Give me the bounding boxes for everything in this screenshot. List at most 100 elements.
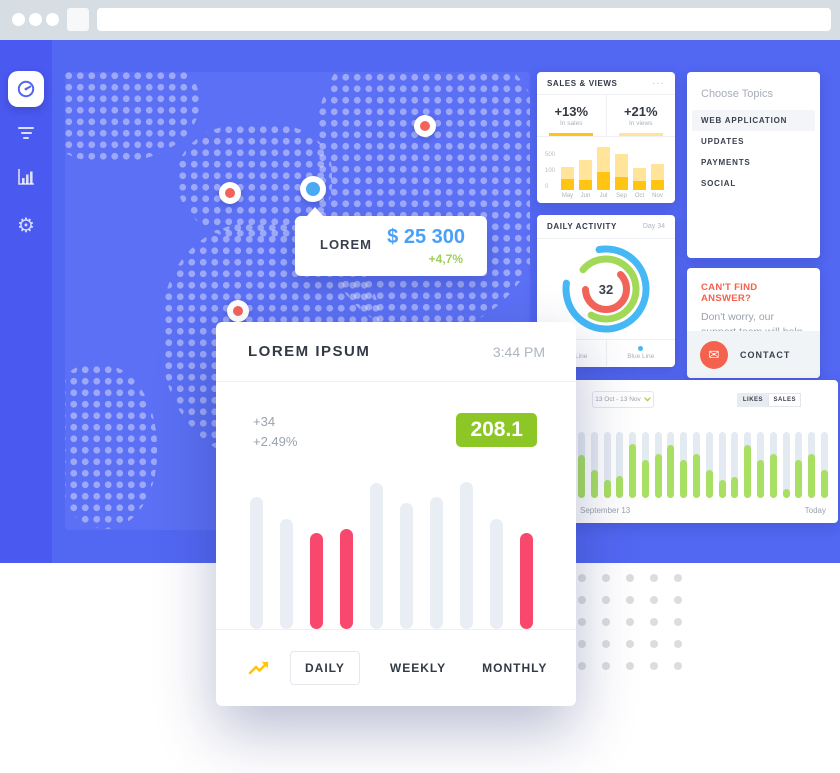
bg-dot xyxy=(578,662,586,670)
card-title: SALES & VIEWS xyxy=(547,78,618,88)
y-tick: 100 xyxy=(545,168,556,174)
modal-bar xyxy=(490,519,503,629)
map-marker-red[interactable] xyxy=(227,300,249,322)
window-dot[interactable] xyxy=(46,13,59,26)
contact-button[interactable]: ✉ CONTACT xyxy=(687,331,820,378)
bar-fill xyxy=(629,444,637,498)
browser-tab[interactable] xyxy=(67,8,89,31)
bg-dot xyxy=(626,662,634,670)
chart-baseline xyxy=(216,629,576,630)
map-land-asia xyxy=(317,72,530,332)
bar-fill xyxy=(782,489,790,498)
map-marker-blue[interactable] xyxy=(300,176,326,202)
topic-item[interactable]: PAYMENTS xyxy=(701,158,751,167)
bg-dot xyxy=(650,618,658,626)
window-dot[interactable] xyxy=(12,13,25,26)
filter-icon xyxy=(0,127,52,139)
lorem-ipsum-modal: LOREM IPSUM 3:44 PM +34 +2.49% 208.1 DAI… xyxy=(216,322,576,706)
bg-dot xyxy=(650,574,658,582)
sidebar-item-filter[interactable] xyxy=(0,124,52,142)
bg-dot xyxy=(674,574,682,582)
sales-segment xyxy=(633,181,646,190)
legend-label: Blue Line xyxy=(627,353,655,360)
bar-fill xyxy=(616,476,624,498)
chevron-down-icon xyxy=(644,397,651,402)
sidebar-item-stats[interactable] xyxy=(16,167,36,192)
contact-label: CONTACT xyxy=(740,349,791,360)
bg-dot xyxy=(602,618,610,626)
sales-bar xyxy=(579,160,592,190)
bg-dot xyxy=(650,640,658,648)
map-land-south-america xyxy=(65,364,157,529)
toggle-likes[interactable]: LIKES xyxy=(737,393,769,407)
tab-daily[interactable]: DAILY xyxy=(290,651,360,685)
tooltip-value: $ 25 300 xyxy=(387,226,465,248)
likes-toggles: LIKES SALES xyxy=(737,393,801,407)
window-control-dots[interactable] xyxy=(12,13,59,26)
delta-percent: +2.49% xyxy=(253,434,298,450)
bar-fill xyxy=(795,460,803,498)
x-axis-end-label: Today xyxy=(804,506,826,515)
map-marker-red[interactable] xyxy=(219,182,241,204)
sales-chart-yaxis: 500 100 0 xyxy=(545,152,561,190)
bar-track xyxy=(820,432,828,498)
bar-fill xyxy=(680,460,688,498)
views-segment xyxy=(633,168,646,181)
sales-segment xyxy=(651,180,664,190)
month-label: Nov xyxy=(652,193,663,199)
window-dot[interactable] xyxy=(29,13,42,26)
legend-dot xyxy=(638,346,644,351)
bar-track xyxy=(654,432,662,498)
sidebar-item-dashboard[interactable] xyxy=(8,71,44,107)
month-label: Oct xyxy=(634,193,645,199)
tooltip-label: LOREM xyxy=(320,237,372,252)
sales-chart-plot xyxy=(561,144,667,190)
bg-dot xyxy=(578,618,586,626)
bar-track xyxy=(693,432,701,498)
bar-fill xyxy=(744,445,752,498)
value-badge: 208.1 xyxy=(456,413,537,447)
legend-item[interactable]: Blue Line xyxy=(607,340,676,366)
bg-dot xyxy=(626,596,634,604)
modal-bar xyxy=(280,519,293,629)
modal-bar xyxy=(460,482,473,629)
month-label: Jul xyxy=(599,193,608,199)
toggle-sales[interactable]: SALES xyxy=(768,393,801,407)
modal-chart xyxy=(250,482,533,629)
date-range-dropdown[interactable]: 13 Oct - 13 Nov xyxy=(592,391,654,408)
tooltip-change: +4,7% xyxy=(428,252,463,266)
menu-dots-icon[interactable]: ··· xyxy=(652,77,665,89)
sales-stat: +21% In views xyxy=(607,95,676,136)
bg-dot xyxy=(650,596,658,604)
map-marker-red[interactable] xyxy=(414,115,436,137)
y-tick: 500 xyxy=(545,152,556,158)
bar-fill xyxy=(693,454,701,498)
sales-segment xyxy=(597,172,610,190)
month-label: Sep xyxy=(616,193,627,199)
url-bar[interactable] xyxy=(97,8,831,31)
bg-dot xyxy=(578,574,586,582)
bar-track xyxy=(756,432,764,498)
map-tooltip: LOREM $ 25 300 +4,7% xyxy=(295,207,487,276)
sales-views-card: SALES & VIEWS ··· +13% In sales +21% In vie… xyxy=(537,72,675,203)
tab-weekly[interactable]: WEEKLY xyxy=(389,661,447,675)
likes-sales-card: 13 Oct - 13 Nov LIKES SALES September 13 … xyxy=(566,380,838,523)
sidebar: ⚙ xyxy=(0,40,52,563)
stat-label: In sales xyxy=(560,120,583,127)
tab-monthly[interactable]: MONTHLY xyxy=(482,661,548,675)
topic-item[interactable]: WEB APPLICATION xyxy=(692,110,815,131)
modal-bar xyxy=(430,497,443,629)
day-badge: Day 34 xyxy=(642,223,665,230)
bar-track xyxy=(718,432,726,498)
topic-item[interactable]: UPDATES xyxy=(701,137,745,146)
topics-list: WEB APPLICATION UPDATES PAYMENTS SOCIAL xyxy=(687,110,820,194)
sales-segment xyxy=(615,177,628,190)
stat-underline xyxy=(618,133,663,136)
world-map-panel[interactable]: LOREM $ 25 300 +4,7% xyxy=(65,72,530,530)
sidebar-item-settings[interactable]: ⚙ xyxy=(0,213,52,238)
bar-track xyxy=(705,432,713,498)
topic-item[interactable]: SOCIAL xyxy=(701,179,737,188)
stat-label: In views xyxy=(629,120,653,127)
bg-dot xyxy=(602,574,610,582)
bg-dot xyxy=(674,618,682,626)
